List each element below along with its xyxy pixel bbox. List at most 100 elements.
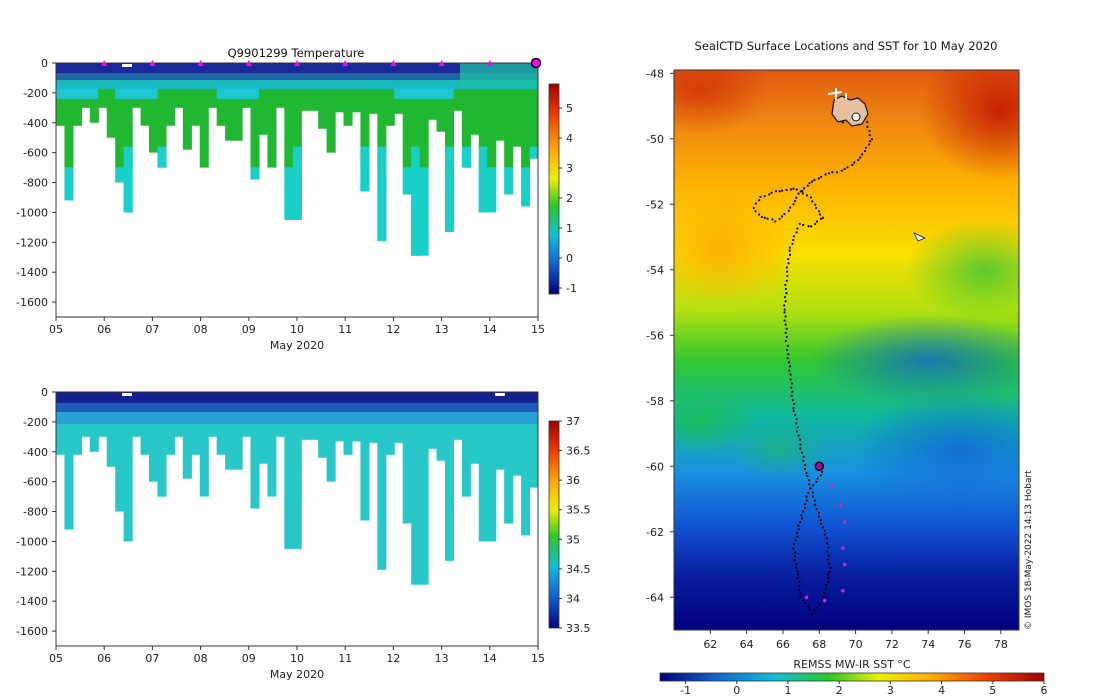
recent-position-point bbox=[830, 484, 834, 488]
salinity-profile-column bbox=[157, 392, 167, 497]
track-point bbox=[795, 231, 798, 234]
profile-marker bbox=[486, 60, 493, 66]
track-point bbox=[813, 503, 816, 506]
track-point bbox=[799, 592, 803, 595]
temperature-profile-column bbox=[284, 63, 294, 168]
track-point bbox=[806, 184, 809, 187]
track-point bbox=[785, 188, 788, 192]
temperature-cold-layer bbox=[56, 86, 99, 99]
track-point bbox=[792, 238, 795, 242]
track-point bbox=[801, 189, 804, 193]
track-point bbox=[840, 169, 843, 172]
track-point bbox=[796, 535, 799, 538]
temperature-profile-column bbox=[419, 63, 429, 168]
temperature-cold-layer bbox=[115, 86, 158, 99]
track-point bbox=[800, 451, 804, 454]
x-tick-label: 05 bbox=[49, 652, 63, 665]
track-point bbox=[802, 455, 805, 458]
track-point bbox=[789, 373, 792, 376]
colorbar-tick-label: 34.5 bbox=[566, 563, 591, 576]
track-point bbox=[754, 210, 757, 213]
temperature-profile-column bbox=[529, 63, 538, 159]
temperature-profile-column bbox=[444, 63, 455, 168]
track-point bbox=[808, 608, 811, 611]
track-point bbox=[826, 558, 830, 561]
salinity-section-chart: 0 -200 -400 -600 -800 -1000 -1200 -1400 -1600 05… bbox=[16, 386, 590, 681]
track-point bbox=[752, 206, 755, 210]
track-point bbox=[774, 190, 778, 193]
track-point bbox=[788, 253, 792, 256]
track-point bbox=[793, 199, 797, 203]
profile-marker bbox=[101, 60, 108, 66]
x-tick-label: 08 bbox=[194, 323, 208, 336]
longitude-tick-label: 68 bbox=[812, 638, 826, 651]
track-point bbox=[864, 146, 868, 149]
imos-credit: © IMOS 18-May-2022 14:13 Hobart bbox=[1024, 470, 1034, 630]
track-point bbox=[783, 304, 786, 307]
track-point bbox=[851, 163, 854, 167]
salinity-profile-column bbox=[478, 392, 488, 542]
temperature-warm-surface-patch bbox=[460, 63, 538, 87]
temperature-colorbar-ticks: 5 4 3 2 1 0 -1 bbox=[559, 102, 577, 295]
salinity-profile-column bbox=[436, 392, 446, 461]
x-tick-label: 13 bbox=[435, 652, 449, 665]
track-point bbox=[783, 308, 786, 311]
salinity-data-gap-2 bbox=[495, 393, 505, 396]
sst-warm-tongue bbox=[674, 190, 800, 310]
latitude-tick-label: -58 bbox=[646, 395, 664, 408]
track-point bbox=[791, 242, 794, 245]
temperature-mixed-layer bbox=[56, 73, 538, 80]
temperature-x-axis: 05 06 07 08 09 10 11 12 13 14 15 bbox=[49, 317, 545, 336]
track-point bbox=[814, 203, 817, 206]
x-tick-label: 12 bbox=[386, 652, 400, 665]
track-point bbox=[802, 510, 805, 513]
track-point bbox=[796, 430, 799, 433]
track-point bbox=[787, 209, 790, 212]
track-point bbox=[863, 149, 867, 153]
track-point bbox=[806, 475, 809, 478]
track-point bbox=[786, 357, 789, 360]
track-point bbox=[789, 188, 793, 191]
temperature-profile-column bbox=[411, 63, 421, 168]
temperature-profile-column bbox=[165, 63, 175, 126]
track-point bbox=[795, 531, 799, 535]
track-point bbox=[818, 603, 821, 606]
current-profile-marker bbox=[530, 57, 542, 69]
track-point bbox=[808, 483, 811, 486]
track-point bbox=[791, 398, 795, 402]
track-point bbox=[766, 217, 769, 220]
latitude-tick-label: -52 bbox=[646, 198, 664, 211]
track-point bbox=[809, 487, 813, 490]
temperature-cold-layer bbox=[216, 86, 259, 99]
longitude-tick-label: 74 bbox=[921, 638, 935, 651]
salinity-profile-column bbox=[233, 392, 243, 470]
colorbar-tick-label: -1 bbox=[566, 282, 577, 295]
latitude-tick-label: -54 bbox=[646, 264, 664, 277]
track-point bbox=[827, 546, 830, 549]
track-point bbox=[808, 479, 811, 482]
sst-cool-eddy bbox=[810, 315, 1019, 405]
latitude-tick-label: -64 bbox=[646, 591, 664, 604]
temperature-profile-deep bbox=[504, 167, 514, 195]
profile-marker bbox=[342, 60, 349, 66]
track-point bbox=[799, 443, 802, 446]
track-point bbox=[787, 352, 790, 356]
track-point bbox=[802, 223, 805, 227]
sst-colorbar-tick-label: -1 bbox=[680, 684, 691, 697]
track-point bbox=[789, 378, 792, 381]
temperature-profile-column bbox=[267, 63, 277, 168]
track-point bbox=[822, 595, 825, 598]
x-tick-label: 08 bbox=[194, 652, 208, 665]
x-tick-label: 06 bbox=[97, 652, 111, 665]
track-point bbox=[868, 129, 871, 133]
track-point bbox=[792, 187, 795, 190]
track-point bbox=[827, 573, 830, 576]
track-point bbox=[759, 195, 762, 199]
track-point bbox=[823, 529, 827, 533]
track-point bbox=[785, 270, 789, 273]
sst-colorbar-tick-label: 5 bbox=[989, 684, 996, 697]
track-point bbox=[824, 173, 827, 176]
track-point bbox=[784, 323, 787, 326]
track-point bbox=[805, 499, 808, 502]
track-point bbox=[817, 515, 820, 518]
